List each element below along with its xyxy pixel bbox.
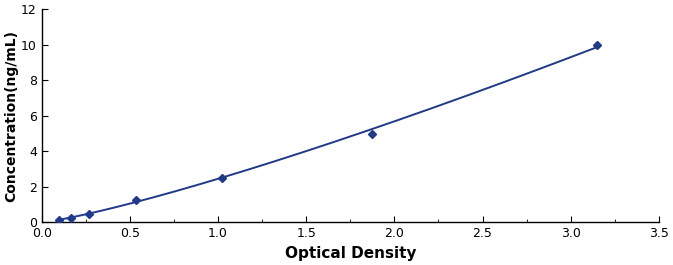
X-axis label: Optical Density: Optical Density	[285, 246, 416, 261]
Y-axis label: Concentration(ng/mL): Concentration(ng/mL)	[4, 30, 18, 202]
